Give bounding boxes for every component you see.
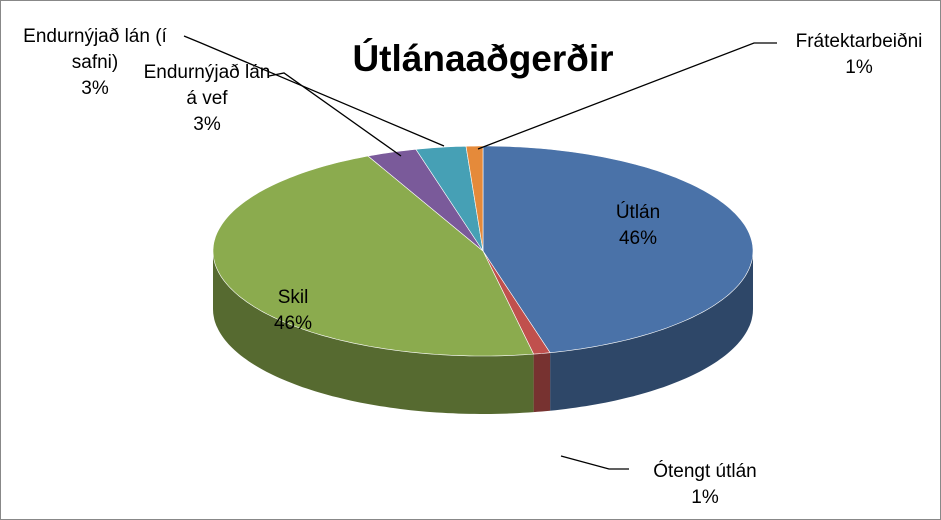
value-label: 3% [81,78,109,99]
category-label: Frátektarbeiðni [795,31,923,52]
category-label: Endurnýjað lán (í safni) [23,26,167,73]
slice [482,145,754,354]
chart-title: Útlánaaðgerðir [352,38,614,79]
slice [415,145,484,252]
data-label: Skil 46% [248,285,338,337]
data-label: Ótengt útlán 1% [625,459,785,511]
value-label: 46% [618,228,658,249]
category-label: Útlán [615,202,661,223]
slice [367,148,484,252]
slice [465,145,484,252]
value-label: 46% [273,313,313,334]
data-label: Frátektarbeiðni 1% [774,29,940,81]
slice-side [550,251,753,411]
value-label: 1% [691,487,719,508]
leader-line [183,35,445,147]
value-label: 3% [193,114,221,135]
value-label: 1% [845,57,873,78]
leader-line [560,455,629,470]
category-label: Skil [277,287,309,308]
slice [212,155,535,357]
data-label: Endurnýjað lán (í safni) 3% [10,24,180,102]
data-label: Útlán 46% [593,200,683,252]
data-label: Endurnýjað lán á vef 3% [142,60,272,138]
slice-side [533,352,551,413]
category-label: Ótengt útlán [653,461,757,482]
category-label: Endurnýjað lán á vef [143,62,271,109]
leader-line [268,72,402,157]
leader-line [477,42,777,150]
slice-side [213,251,534,414]
